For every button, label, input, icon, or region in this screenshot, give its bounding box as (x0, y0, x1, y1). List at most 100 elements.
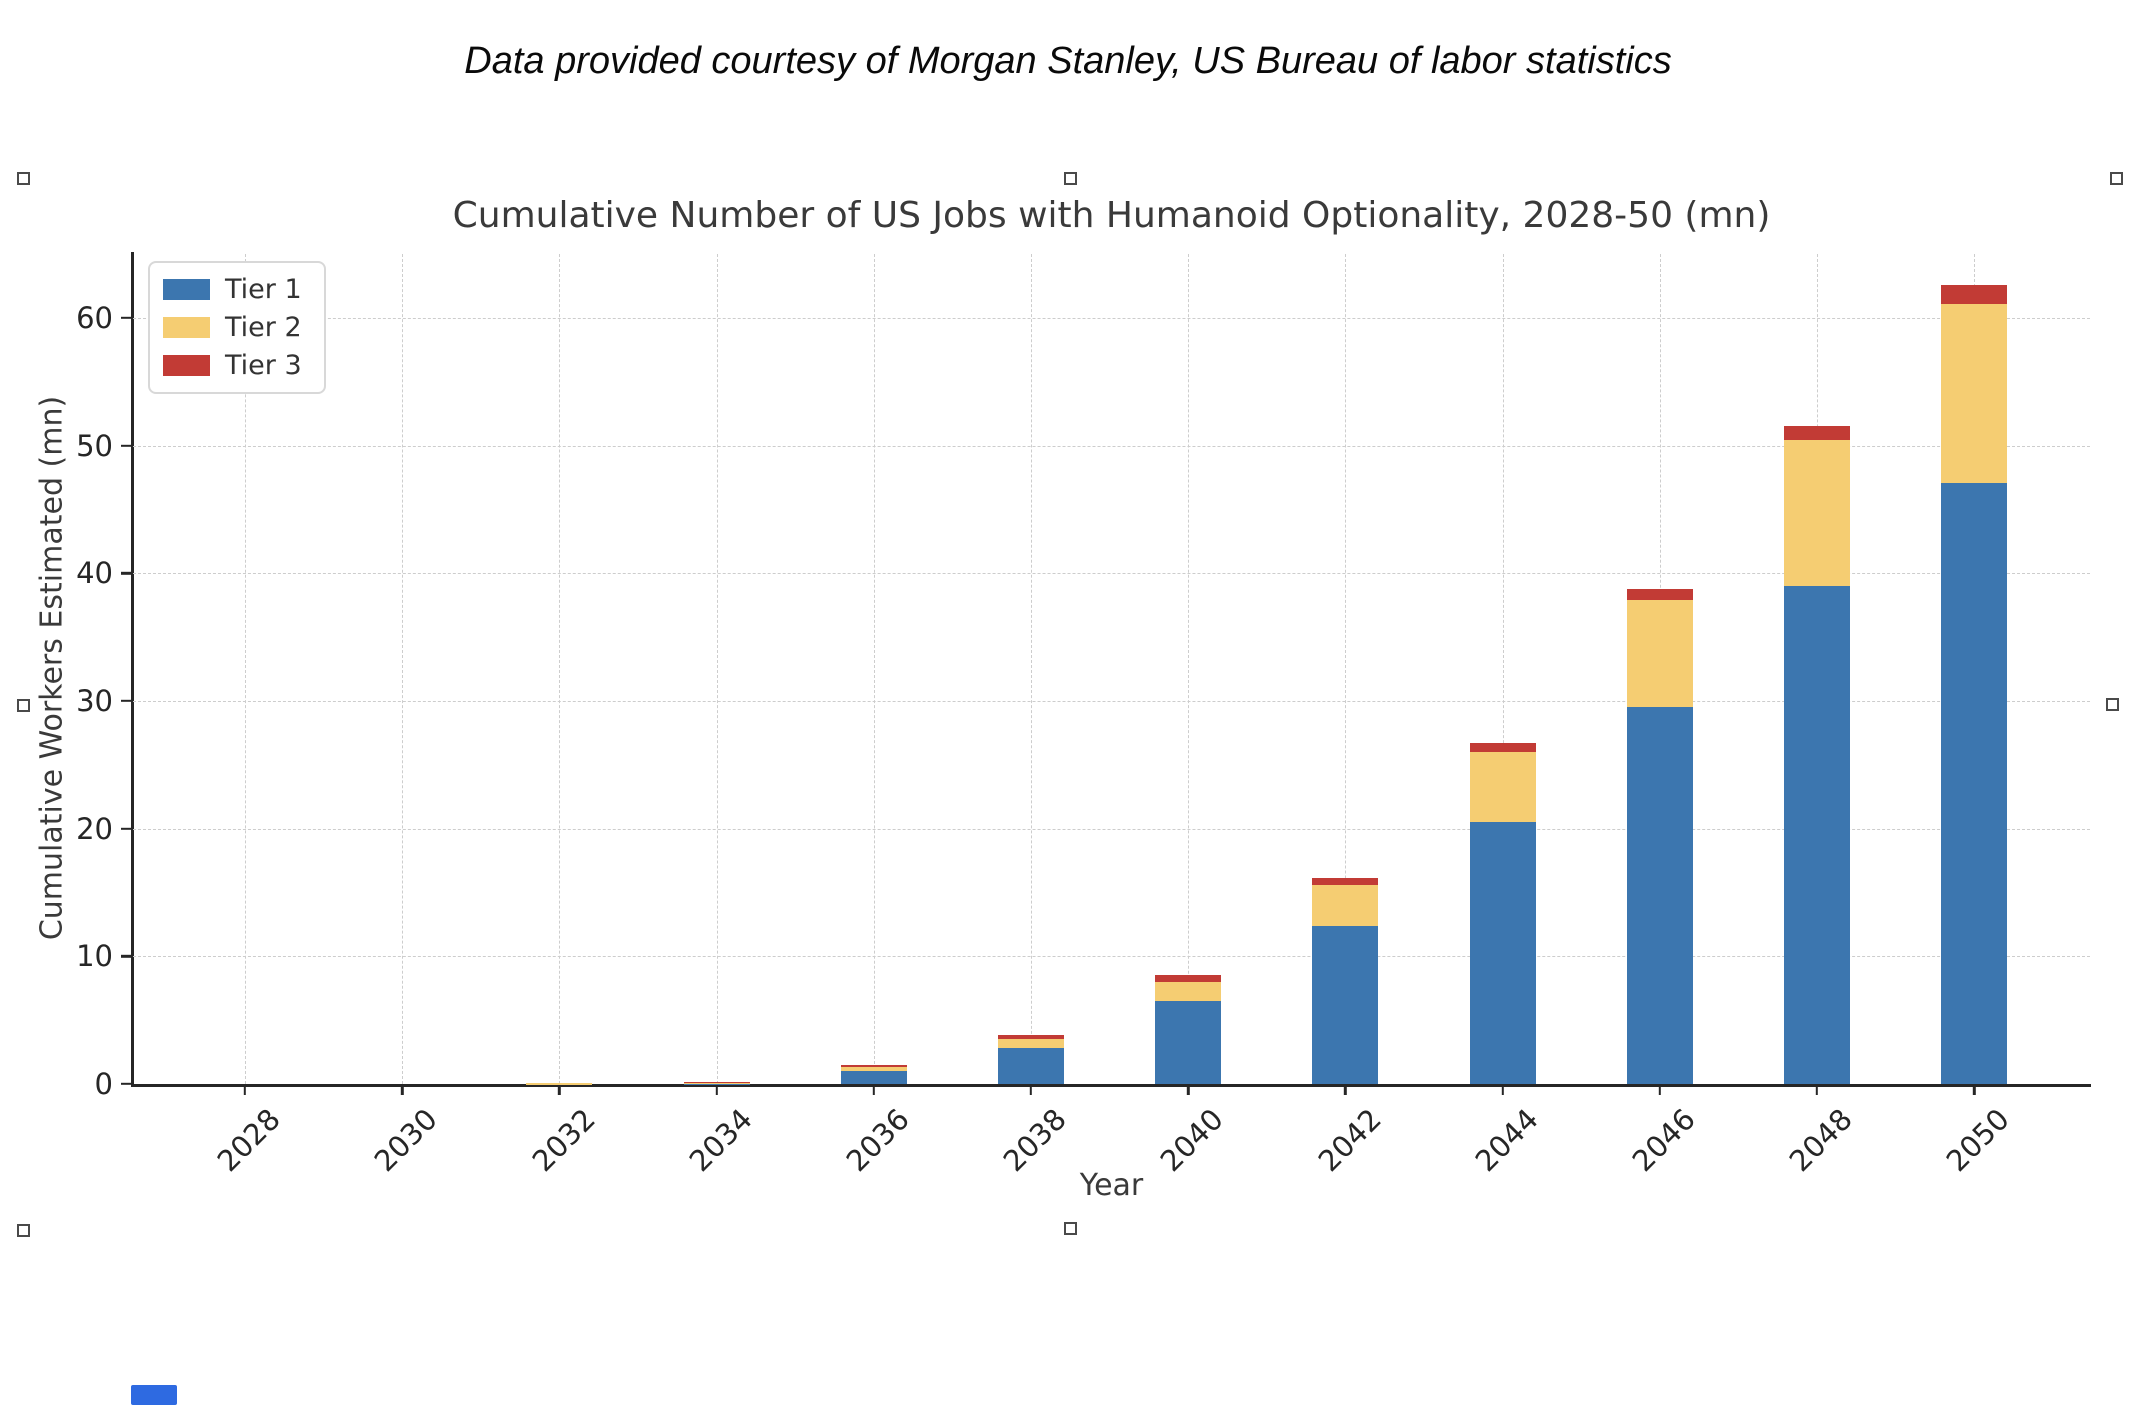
bar-segment-tier-1 (1784, 585, 1850, 1084)
legend-swatch (163, 317, 210, 338)
bar-segment-tier-2 (1312, 884, 1379, 926)
y-axis-label: Cumulative Workers Estimated (mn) (34, 395, 70, 941)
y-tick-mark (121, 444, 133, 447)
x-tick-label: 2048 (1782, 1102, 1860, 1179)
bar-segment-tier-1 (1469, 822, 1536, 1084)
h-gridline (133, 317, 2090, 319)
v-gridline (559, 254, 561, 1084)
bottom-left-blue-marker (131, 1385, 177, 1405)
bar-segment-tier-2 (1155, 981, 1222, 1001)
y-tick-label: 60 (76, 300, 113, 335)
y-axis-line (131, 252, 134, 1086)
legend: Tier 1 Tier 2 Tier 3 (148, 261, 326, 394)
v-gridline (1502, 254, 1504, 1084)
bar-segment-tier-3 (1312, 878, 1379, 885)
legend-item: Tier 3 (163, 350, 302, 381)
h-gridline (133, 445, 2090, 447)
y-tick-label: 0 (94, 1067, 113, 1101)
h-gridline (133, 828, 2090, 830)
bar-segment-tier-2 (526, 1083, 593, 1085)
v-gridline (402, 254, 404, 1084)
x-tick-mark (1501, 1084, 1504, 1095)
x-tick-mark (1186, 1084, 1190, 1095)
legend-item: Tier 2 (163, 312, 302, 343)
x-tick-label: 2028 (210, 1102, 288, 1179)
selection-handle-middle-right[interactable] (2106, 698, 2119, 711)
x-tick-mark (715, 1084, 718, 1095)
x-axis-line (131, 1084, 2091, 1087)
selection-handle-top-center[interactable] (1064, 172, 1077, 185)
bar-segment-tier-3 (1626, 588, 1693, 600)
x-tick-label: 2036 (839, 1102, 916, 1179)
bar-segment-tier-2 (1469, 751, 1536, 823)
bar-segment-tier-3 (1469, 743, 1536, 752)
bar-segment-tier-3 (1155, 975, 1222, 982)
x-tick-label: 2042 (1311, 1102, 1388, 1179)
y-tick-mark (121, 699, 133, 703)
y-tick-mark (121, 316, 133, 319)
x-tick-mark (1972, 1084, 1976, 1095)
x-tick-label: 2034 (682, 1102, 759, 1179)
v-gridline (1345, 254, 1347, 1084)
bar-segment-tier-3 (840, 1065, 907, 1068)
x-tick-label: 2040 (1154, 1102, 1231, 1179)
x-tick-mark (1029, 1084, 1033, 1095)
y-tick-label: 10 (76, 939, 113, 974)
bar-segment-tier-1 (998, 1048, 1064, 1084)
legend-label: Tier 2 (225, 312, 302, 343)
y-tick-mark (121, 955, 133, 958)
bar-segment-tier-2 (1626, 600, 1693, 708)
bar-segment-tier-3 (1784, 426, 1850, 441)
bar-segment-tier-2 (840, 1067, 907, 1072)
legend-swatch (163, 355, 210, 376)
h-gridline (133, 573, 2090, 575)
v-gridline (873, 254, 875, 1084)
x-tick-label: 2050 (1940, 1102, 2017, 1179)
bar-segment-tier-3 (998, 1035, 1064, 1040)
x-tick-mark (1658, 1084, 1661, 1095)
y-tick-label: 30 (76, 683, 113, 718)
x-tick-label: 2038 (996, 1102, 1074, 1179)
selection-handle-top-right[interactable] (2110, 172, 2123, 185)
x-tick-mark (1815, 1084, 1819, 1095)
v-gridline (716, 254, 718, 1084)
v-gridline (1031, 254, 1032, 1084)
v-gridline (245, 254, 246, 1084)
legend-item: Tier 1 (163, 274, 302, 305)
chart-title: Cumulative Number of US Jobs with Humano… (452, 195, 1771, 236)
selection-handle-middle-left[interactable] (17, 699, 30, 712)
x-tick-label: 2032 (525, 1102, 602, 1179)
bar-segment-tier-1 (1941, 482, 2008, 1084)
x-tick-label: 2046 (1625, 1102, 1702, 1179)
selection-handle-top-left[interactable] (17, 172, 30, 185)
x-tick-mark (558, 1084, 561, 1095)
x-axis-label: Year (1079, 1168, 1144, 1203)
bar-segment-tier-2 (998, 1039, 1064, 1049)
bar-segment-tier-1 (840, 1071, 907, 1084)
x-tick-mark (400, 1084, 404, 1095)
x-tick-label: 2030 (368, 1102, 445, 1179)
legend-label: Tier 3 (225, 350, 302, 381)
bar-segment-tier-2 (1941, 303, 2008, 483)
x-tick-mark (1344, 1084, 1347, 1095)
y-tick-mark (121, 571, 133, 575)
y-tick-label: 40 (76, 556, 113, 591)
bar-segment-tier-1 (1626, 707, 1693, 1084)
h-gridline (133, 700, 2090, 702)
bar-segment-tier-1 (1312, 925, 1379, 1084)
bar-segment-tier-1 (683, 1083, 750, 1085)
y-tick-mark (121, 1082, 133, 1086)
legend-swatch (163, 279, 210, 300)
x-tick-mark (243, 1084, 247, 1095)
bar-segment-tier-3 (683, 1081, 750, 1084)
y-tick-mark (121, 827, 133, 830)
selection-handle-bottom-center[interactable] (1064, 1222, 1077, 1235)
bar-segment-tier-1 (1155, 1000, 1222, 1084)
x-tick-mark (872, 1084, 875, 1095)
selection-handle-bottom-left[interactable] (17, 1224, 30, 1237)
attribution-note: Data provided courtesy of Morgan Stanley… (464, 40, 1672, 82)
legend-label: Tier 1 (225, 274, 302, 305)
x-tick-label: 2044 (1468, 1102, 1545, 1179)
y-tick-label: 20 (76, 811, 113, 846)
